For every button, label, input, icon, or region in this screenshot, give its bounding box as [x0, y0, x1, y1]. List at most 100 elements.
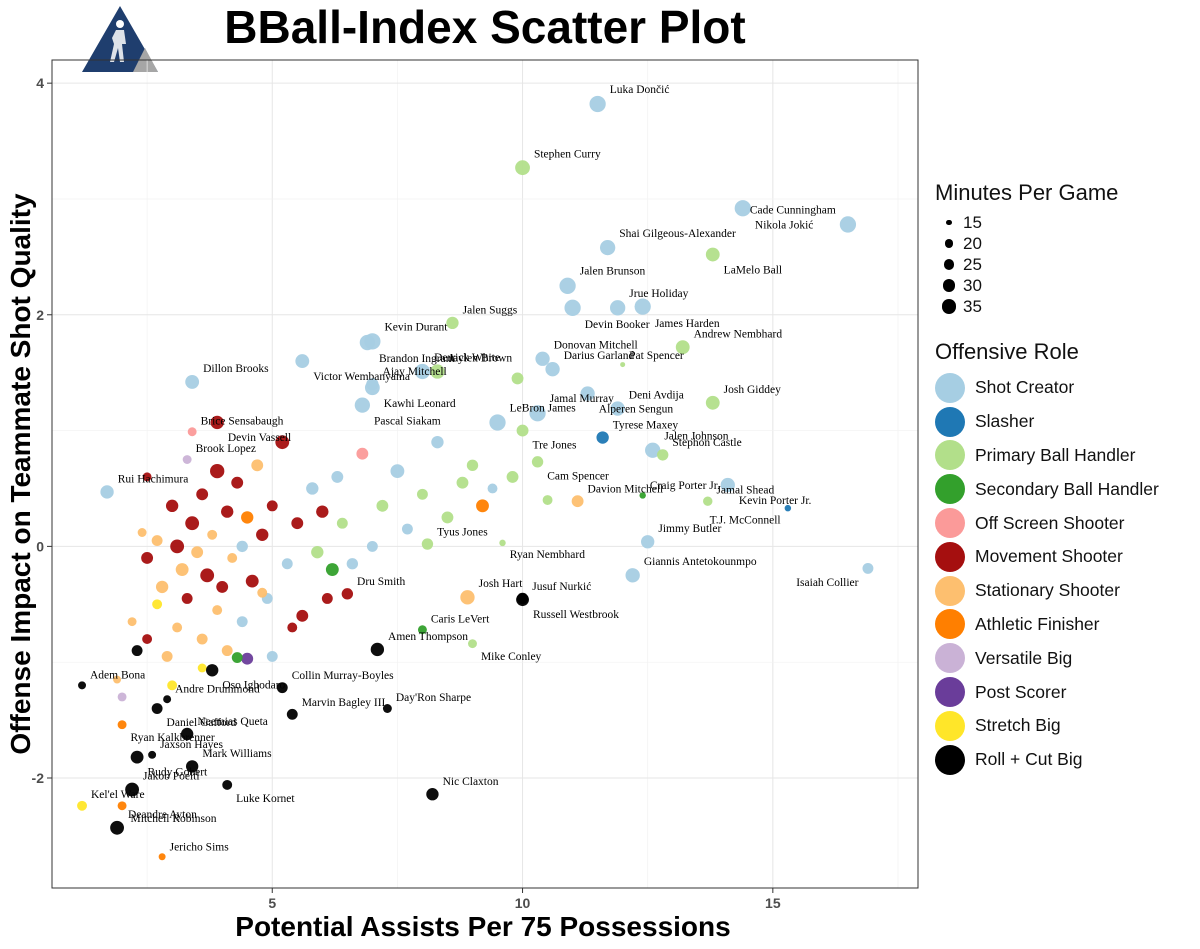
point-label: Deandre Ayton	[128, 809, 197, 821]
data-point-josh-hart	[460, 590, 475, 605]
data-point	[172, 622, 183, 633]
role-legend-label: Versatile Big	[975, 647, 1073, 668]
size-key	[935, 299, 963, 314]
role-legend-label: Roll + Cut Big	[975, 749, 1083, 770]
point-label: Day'Ron Sharpe	[396, 692, 471, 704]
data-point-rudy-gobert	[130, 750, 144, 764]
data-point-victor-wembanyama	[295, 354, 310, 369]
point-label: Nic Claxton	[443, 776, 499, 788]
data-point-marvin-bagley-iii	[286, 708, 298, 720]
point-label: Devin Vassell	[228, 432, 291, 444]
point-label: Luke Kornet	[236, 793, 295, 805]
data-point-kel-el-ware	[77, 800, 87, 811]
point-label: Rui Hachimura	[118, 473, 189, 485]
role-legend-item: Shot Creator	[935, 371, 1197, 405]
data-point-giannis-antetokounmpo	[625, 568, 640, 583]
role-legend-items: Shot Creator Slasher Primary Ball Handler S…	[935, 371, 1197, 777]
point-label: Ajay Mitchell	[383, 366, 447, 378]
point-label: Jalen Brunson	[580, 266, 646, 278]
point-label: LeBron James	[510, 402, 577, 414]
data-point	[366, 540, 378, 552]
role-key	[935, 406, 965, 437]
point-label: Andrew Nembhard	[694, 328, 783, 340]
data-point-mitchell-robinson	[117, 801, 127, 811]
x-tick-label: 15	[765, 895, 781, 911]
data-point	[266, 500, 278, 512]
role-legend-label: Off Screen Shooter	[975, 512, 1125, 533]
data-point-jusuf-nurki-	[516, 592, 529, 605]
data-point-lamelo-ball	[705, 247, 720, 262]
point-label: Craig Porter Jr.	[650, 480, 720, 492]
data-point-jalen-johnson	[645, 442, 661, 458]
data-point-andre-drummond	[163, 695, 172, 704]
data-point-jalen-suggs	[446, 316, 459, 330]
data-point-deni-avdija	[610, 401, 625, 416]
data-point	[376, 499, 389, 512]
data-point-mark-williams	[185, 760, 199, 773]
size-legend-label: 30	[963, 275, 982, 295]
data-point-brandon-ingram	[359, 334, 376, 351]
data-point	[542, 495, 553, 506]
size-legend-label: 35	[963, 296, 982, 316]
data-point	[216, 580, 229, 593]
point-label: James Harden	[655, 318, 720, 330]
point-label: Jericho Sims	[170, 841, 230, 853]
y-tick-label: 2	[36, 307, 44, 323]
point-label: Jalen Johnson	[664, 431, 728, 443]
data-point-jaxson-hayes	[148, 750, 157, 759]
data-point	[137, 528, 147, 537]
data-point	[401, 523, 413, 535]
data-point	[241, 652, 254, 665]
point-label: Jrue Holiday	[629, 288, 688, 300]
data-point-brice-sensabaugh	[187, 427, 197, 437]
point-label: Victor Wembanyama	[313, 371, 410, 383]
y-tick-label: -2	[32, 770, 45, 786]
point-label: Giannis Antetokounmpo	[644, 556, 757, 568]
data-point	[456, 476, 469, 489]
data-point-oso-ighodaro	[206, 664, 219, 677]
data-point-mike-conley	[468, 639, 477, 649]
data-point-lebron-james	[489, 414, 506, 431]
data-point-stephen-curry	[515, 160, 530, 176]
data-point-neemias-queta	[180, 727, 194, 741]
chart-title: BBall-Index Scatter Plot	[224, 1, 746, 53]
data-point-jamal-murray	[529, 405, 546, 422]
size-legend-label: 20	[963, 233, 982, 253]
point-label: Cade Cunningham	[750, 204, 836, 216]
data-point	[306, 482, 319, 495]
size-key	[935, 239, 963, 248]
size-legend-title: Minutes Per Game	[935, 180, 1119, 205]
data-point-josh-giddey	[705, 395, 720, 410]
data-point-tyrese-maxey	[596, 431, 609, 444]
data-point-jaylen-brown	[430, 364, 445, 379]
point-label: Tre Jones	[532, 440, 577, 452]
data-point	[487, 483, 498, 494]
point-label: Jalen Suggs	[463, 305, 518, 317]
data-point	[256, 528, 269, 541]
point-label: Jusuf Nurkić	[532, 581, 591, 593]
data-point-alperen-sengun	[580, 386, 595, 401]
point-label: Kevin Durant	[385, 321, 449, 333]
data-point-jericho-sims	[158, 853, 166, 861]
point-label: Mark Williams	[202, 748, 272, 760]
point-label: Darius Garland	[564, 350, 635, 362]
data-point-kawhi-leonard	[364, 380, 380, 396]
size-legend-item: 20	[935, 233, 1197, 254]
data-point-devin-vassell	[210, 415, 224, 430]
point-label: Russell Westbrook	[533, 609, 619, 621]
data-point	[152, 599, 163, 610]
point-label: Brice Sensabaugh	[201, 415, 284, 427]
point-label: Ryan Kalkbrenner	[131, 732, 215, 744]
data-point	[200, 568, 215, 583]
point-label: T.J. McConnell	[710, 514, 781, 526]
size-legend-item: 35	[935, 296, 1197, 317]
size-legend-item: 25	[935, 254, 1197, 275]
point-label: Amen Thompson	[388, 631, 468, 643]
y-axis-label: Offense Impact on Teammate Shot Quality	[5, 193, 36, 755]
size-key	[935, 219, 963, 226]
role-legend-label: Post Scorer	[975, 681, 1067, 702]
data-point-andrew-nembhard	[675, 340, 690, 355]
data-point	[321, 593, 333, 604]
role-key	[935, 744, 965, 775]
data-point	[170, 539, 185, 554]
